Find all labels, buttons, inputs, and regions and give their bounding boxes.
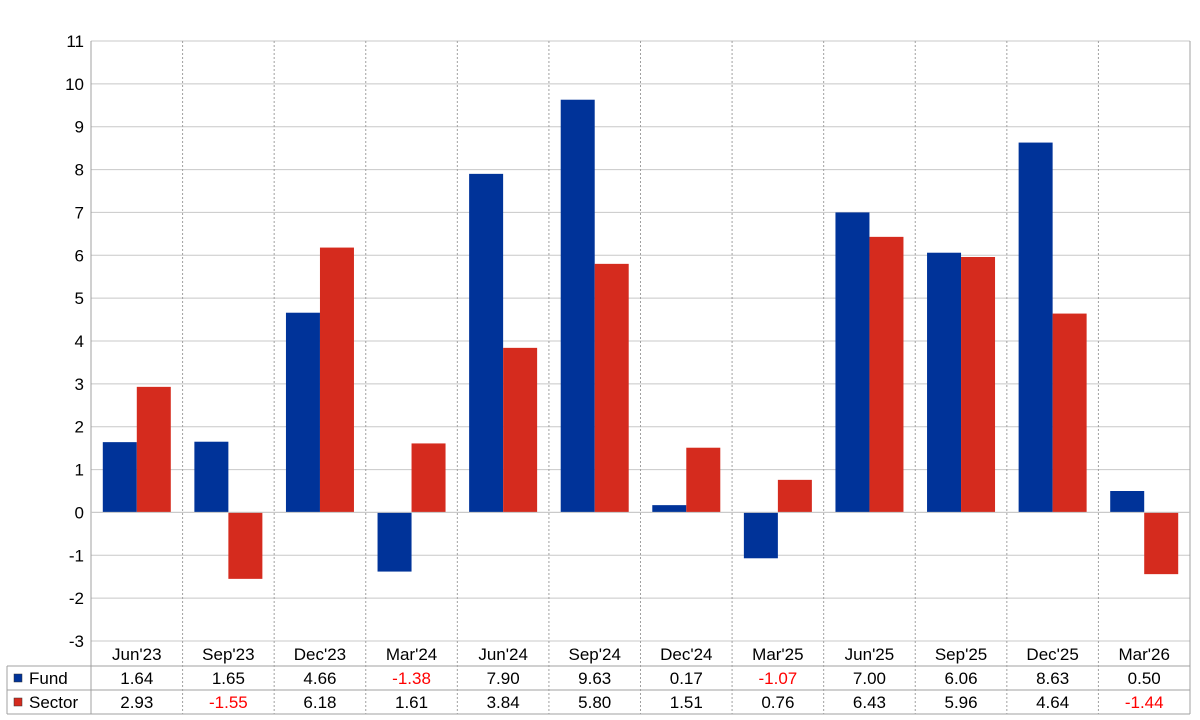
y-tick-label: -3 (69, 632, 84, 651)
bar-sector (1144, 512, 1179, 575)
y-tick-label: 11 (66, 32, 84, 51)
bar-sector (686, 447, 721, 513)
table-value-sector: 1.61 (395, 693, 428, 712)
bar-sector (961, 257, 996, 513)
table-value-sector: 4.64 (1036, 693, 1069, 712)
table-value-fund: 0.50 (1128, 669, 1161, 688)
x-category-label: Dec'24 (660, 645, 712, 664)
bar-fund (194, 441, 229, 513)
table-value-sector: -1.55 (209, 693, 248, 712)
x-category-label: Mar'24 (386, 645, 437, 664)
y-tick-label: 8 (75, 161, 84, 180)
legend-swatch-sector (13, 697, 23, 707)
legend-label-fund: Fund (29, 669, 68, 688)
table-value-fund: -1.38 (392, 669, 431, 688)
legend-swatch-fund (13, 673, 23, 683)
y-tick-label: 5 (75, 289, 84, 308)
x-category-label: Dec'25 (1026, 645, 1078, 664)
bar-sector (411, 443, 446, 513)
x-category-label: Sep'23 (202, 645, 254, 664)
bar-fund (285, 312, 320, 513)
table-value-fund: 8.63 (1036, 669, 1069, 688)
bar-fund (469, 173, 504, 513)
table-value-fund: 7.90 (487, 669, 520, 688)
bar-fund (1110, 491, 1145, 513)
x-category-label: Dec'23 (294, 645, 346, 664)
bar-fund (743, 512, 778, 559)
bar-fund (377, 512, 412, 572)
y-tick-label: 1 (75, 461, 84, 480)
x-category-label: Sep'24 (569, 645, 621, 664)
x-category-label: Sep'25 (935, 645, 987, 664)
bar-sector (503, 347, 538, 513)
bar-sector (869, 236, 904, 513)
bar-sector (777, 479, 812, 513)
table-value-sector: 5.96 (944, 693, 977, 712)
y-tick-label: 4 (75, 332, 84, 351)
table-value-fund: 0.17 (670, 669, 703, 688)
y-tick-label: 9 (75, 118, 84, 137)
x-category-label: Jun'24 (478, 645, 528, 664)
bar-fund (652, 505, 687, 513)
table-value-fund: 4.66 (303, 669, 336, 688)
bar-fund (927, 252, 962, 513)
y-tick-label: 3 (75, 375, 84, 394)
y-tick-label: 2 (75, 418, 84, 437)
y-tick-label: 7 (75, 203, 84, 222)
bar-sector (1052, 313, 1087, 513)
x-category-label: Jun'25 (845, 645, 895, 664)
table-value-sector: 6.18 (303, 693, 336, 712)
table-value-fund: -1.07 (759, 669, 798, 688)
table-value-sector: -1.44 (1125, 693, 1164, 712)
y-tick-label: 10 (65, 75, 84, 94)
y-tick-label: -2 (69, 589, 84, 608)
y-tick-label: -1 (69, 546, 84, 565)
bar-sector (228, 512, 263, 579)
table-value-sector: 5.80 (578, 693, 611, 712)
y-tick-label: 0 (75, 503, 84, 522)
table-value-sector: 6.43 (853, 693, 886, 712)
bar-fund (560, 99, 595, 513)
bar-sector (319, 247, 354, 513)
bar-fund (1018, 142, 1053, 513)
x-category-label: Jun'23 (112, 645, 162, 664)
x-category-label: Mar'26 (1118, 645, 1169, 664)
bar-fund (102, 442, 137, 513)
table-value-fund: 9.63 (578, 669, 611, 688)
bar-fund (835, 212, 870, 513)
table-value-sector: 3.84 (487, 693, 520, 712)
table-value-sector: 1.51 (670, 693, 703, 712)
table-value-fund: 1.64 (120, 669, 153, 688)
bar-sector (594, 263, 629, 513)
x-category-label: Mar'25 (752, 645, 803, 664)
y-tick-label: 6 (75, 246, 84, 265)
table-value-sector: 2.93 (120, 693, 153, 712)
table-value-fund: 1.65 (212, 669, 245, 688)
table-value-fund: 6.06 (944, 669, 977, 688)
table-value-sector: 0.76 (761, 693, 794, 712)
legend-label-sector: Sector (29, 693, 78, 712)
table-value-fund: 7.00 (853, 669, 886, 688)
bar-sector (136, 386, 171, 513)
